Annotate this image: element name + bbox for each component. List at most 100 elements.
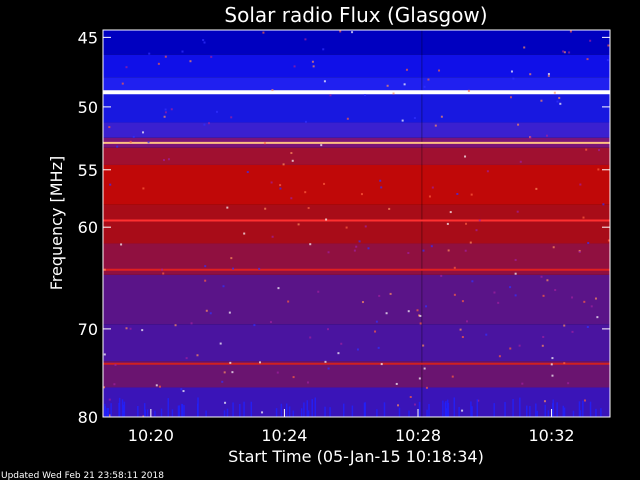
speckle-dot xyxy=(306,381,309,384)
speckle-dot xyxy=(226,206,229,209)
bottom-streak xyxy=(562,405,565,417)
bottom-streak xyxy=(512,398,514,417)
speckle-dot xyxy=(596,316,599,319)
speckle-dot xyxy=(418,377,421,380)
speckle-dot xyxy=(470,193,473,196)
speckle-dot xyxy=(209,312,212,315)
bottom-streak xyxy=(329,407,331,417)
speckle-dot xyxy=(282,163,285,166)
speckle-dot xyxy=(434,124,437,127)
bottom-streak xyxy=(544,404,546,417)
speckle-dot xyxy=(551,374,554,377)
speckle-dot xyxy=(571,330,574,333)
speckle-dot xyxy=(109,183,112,186)
bottom-streak xyxy=(547,410,550,417)
bottom-streak xyxy=(504,402,506,417)
speckle-dot xyxy=(269,321,272,324)
speckle-dot xyxy=(304,120,307,123)
speckle-dot xyxy=(542,294,545,297)
speckle-dot xyxy=(205,309,208,312)
speckle-dot xyxy=(469,241,472,244)
speckle-dot xyxy=(364,94,367,97)
speckle-dot xyxy=(317,290,320,293)
speckle-dot xyxy=(162,159,165,162)
speckle-dot xyxy=(148,52,151,55)
speckle-dot xyxy=(464,155,467,158)
speckle-dot xyxy=(583,300,586,303)
speckle-dot xyxy=(378,294,381,297)
band-13 xyxy=(103,387,610,417)
noise-speckle xyxy=(103,30,610,418)
speckle-dot xyxy=(509,286,512,289)
speckle-dot xyxy=(103,268,106,271)
speckle-dot xyxy=(322,48,325,51)
speckle-dot xyxy=(550,363,553,366)
speckle-dot xyxy=(465,222,468,225)
bottom-streak xyxy=(223,410,226,417)
x-axis-label: Start Time (05-Jan-15 10:18:34) xyxy=(228,447,484,466)
speckle-dot xyxy=(518,344,521,347)
bottom-streak xyxy=(121,399,124,417)
y-tick-label: 50 xyxy=(78,98,98,117)
speckle-dot xyxy=(358,240,361,243)
y-tick-label: 60 xyxy=(78,218,98,237)
bottom-streak xyxy=(288,406,291,417)
bottom-streak xyxy=(426,409,428,417)
band-3 xyxy=(103,90,610,123)
speckle-dot xyxy=(243,232,246,235)
speckle-dot xyxy=(307,207,310,210)
speckle-dot xyxy=(292,376,295,379)
speckle-dot xyxy=(108,126,111,129)
speckle-dot xyxy=(543,400,546,403)
bottom-streak xyxy=(582,400,584,417)
speckle-dot xyxy=(129,327,132,330)
bottom-streak xyxy=(470,401,472,417)
bottom-streak xyxy=(535,403,537,417)
y-axis-ticks: 45 50 55 60 70 80 xyxy=(78,28,610,427)
speckle-dot xyxy=(297,223,300,226)
speckle-dot xyxy=(355,245,358,248)
bottom-streak xyxy=(123,401,126,417)
speckle-dot xyxy=(142,187,145,190)
bottom-streak xyxy=(143,403,146,417)
speckle-dot xyxy=(277,287,280,290)
speckle-dot xyxy=(456,192,459,195)
speckle-dot xyxy=(598,149,601,152)
speckle-dot xyxy=(597,168,600,171)
speckle-dot xyxy=(514,294,517,297)
bottom-streak xyxy=(307,410,310,417)
speckle-dot xyxy=(276,371,279,374)
speckle-dot xyxy=(360,193,363,196)
speckle-dot xyxy=(413,117,416,120)
x-tick-label: 10:28 xyxy=(395,426,441,445)
speckle-dot xyxy=(464,249,467,252)
speckle-dot xyxy=(375,320,378,323)
speckle-dot xyxy=(259,361,262,364)
speckle-dot xyxy=(535,187,538,190)
speckle-dot xyxy=(141,329,144,332)
speckle-dot xyxy=(380,186,383,189)
speckle-dot xyxy=(529,136,532,139)
speckle-dot xyxy=(579,183,582,186)
bottom-streak xyxy=(104,403,106,417)
speckle-dot xyxy=(219,342,222,345)
bottom-streak xyxy=(205,410,207,417)
speckle-dot xyxy=(204,279,207,282)
speckle-dot xyxy=(431,186,434,189)
speckle-dot xyxy=(196,354,199,357)
speckle-dot xyxy=(461,336,464,339)
bottom-streak xyxy=(363,402,366,417)
speckle-dot xyxy=(263,142,266,145)
emission-lines xyxy=(103,90,610,365)
speckle-dot xyxy=(116,145,119,148)
speckle-dot xyxy=(103,353,106,356)
speckle-dot xyxy=(323,80,326,83)
speckle-dot xyxy=(563,324,566,327)
bottom-streak xyxy=(122,404,125,417)
speckle-dot xyxy=(556,100,559,103)
bottom-streak xyxy=(408,410,410,417)
speckle-dot xyxy=(129,140,132,143)
bottom-streak xyxy=(578,401,581,417)
speckle-dot xyxy=(392,92,395,95)
speckle-dot xyxy=(405,68,408,71)
